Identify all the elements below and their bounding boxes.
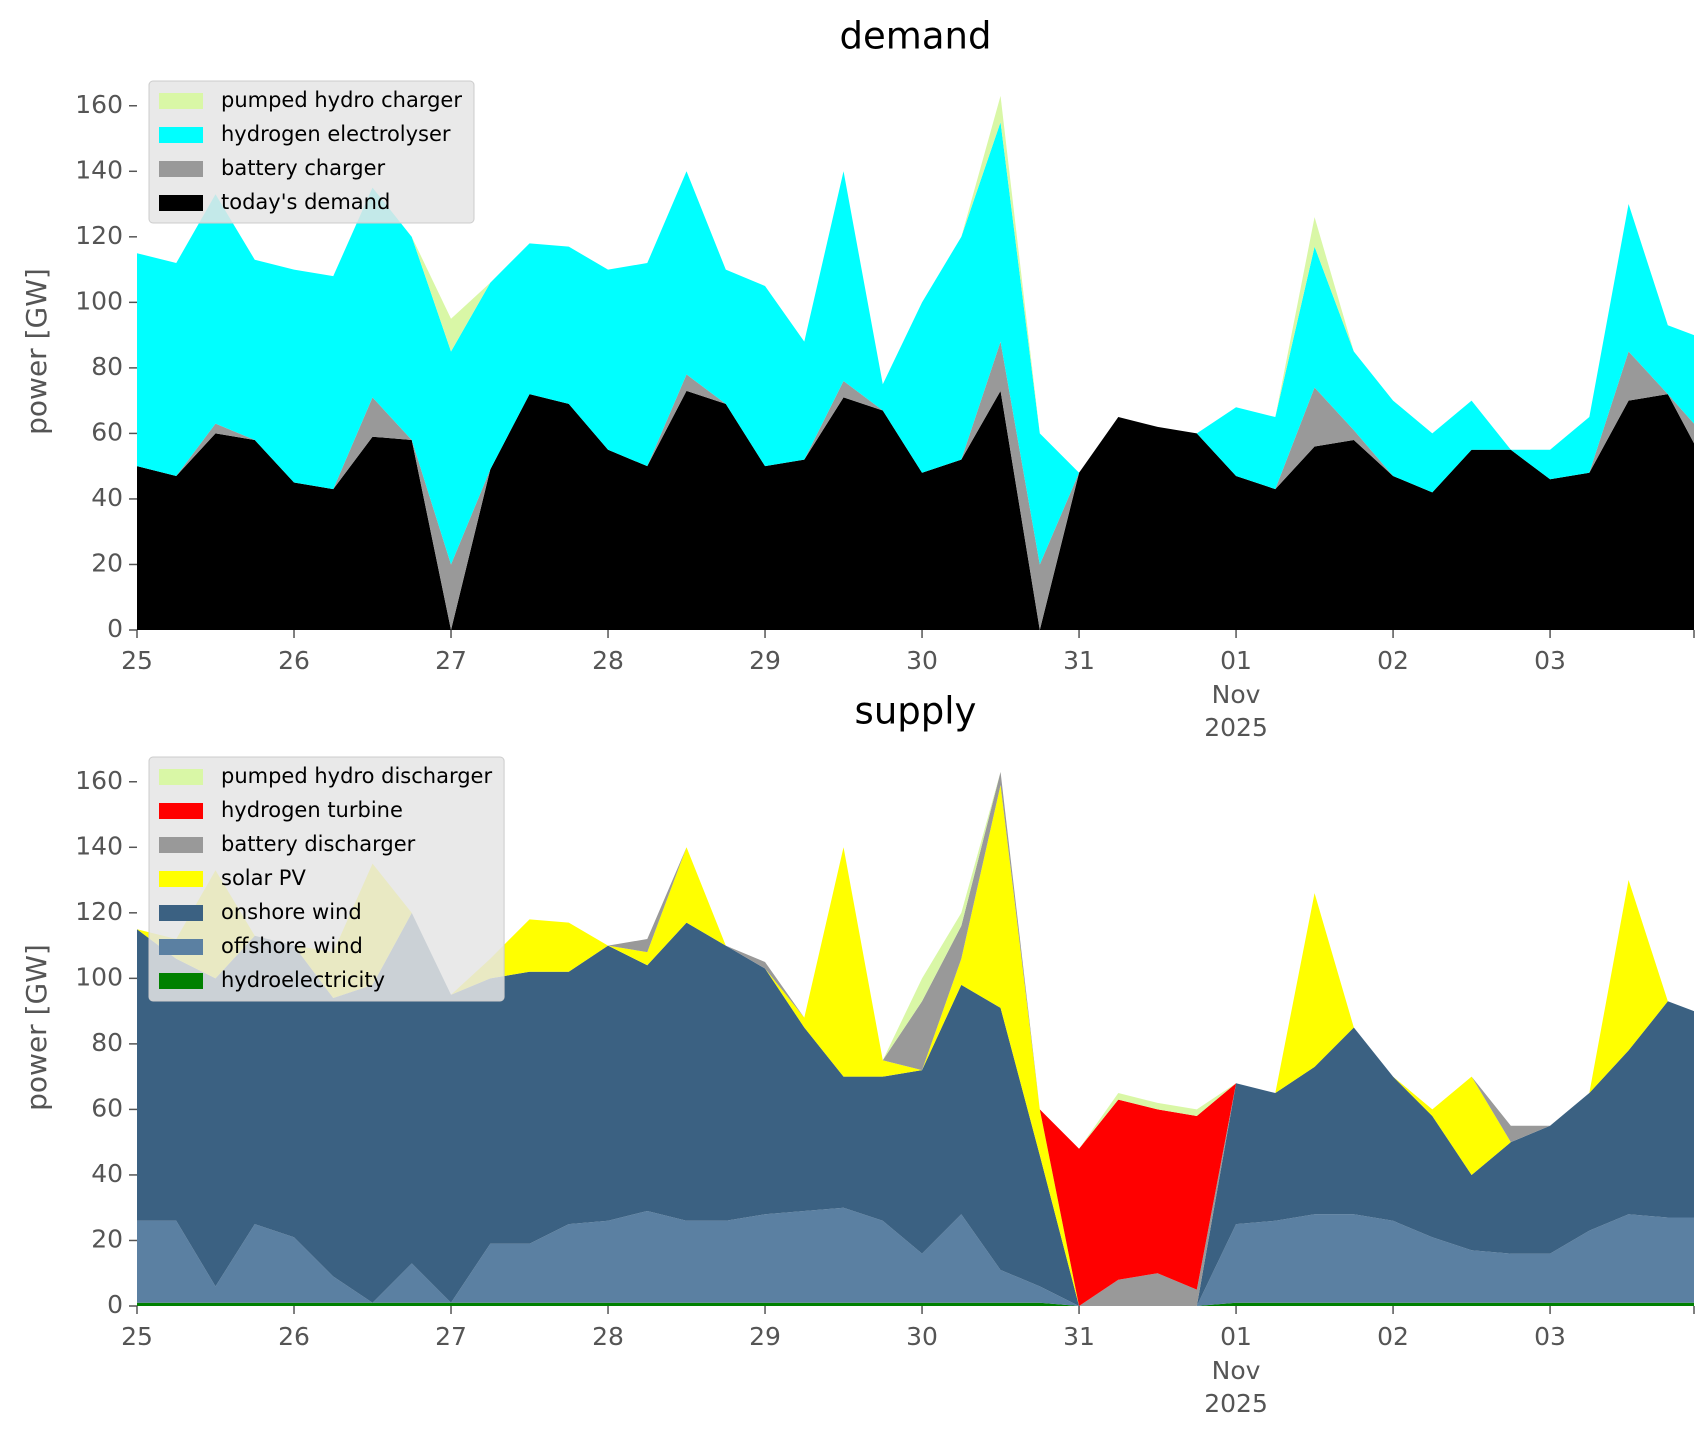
area	[137, 390, 1694, 630]
x-tick-label: 01	[1220, 1322, 1252, 1351]
x-tick-label: 29	[749, 646, 781, 675]
area	[137, 122, 1694, 565]
legend-label: battery charger	[221, 156, 386, 180]
legend-label: solar PV	[221, 866, 306, 890]
x-tick-label: 25	[121, 646, 153, 675]
legend-label: hydrogen electrolyser	[221, 122, 451, 146]
legend-swatch	[159, 905, 203, 921]
legend-swatch	[159, 837, 203, 853]
y-tick-label: 60	[91, 1093, 123, 1122]
legend-label: today's demand	[221, 190, 390, 214]
y-axis-label: power [GW]	[20, 944, 53, 1111]
x-tick-label: 02	[1377, 646, 1409, 675]
legend-label: hydroelectricity	[221, 968, 385, 992]
legend-swatch	[159, 161, 203, 177]
area	[137, 1207, 1694, 1306]
y-tick-label: 100	[75, 286, 123, 315]
x-tick-label: 29	[749, 1322, 781, 1351]
y-tick-label: 160	[75, 90, 123, 119]
area	[137, 1302, 1694, 1306]
x-tick-label: 26	[278, 1322, 310, 1351]
y-tick-label: 80	[91, 1028, 123, 1057]
y-tick-label: 0	[107, 1290, 123, 1319]
legend-label: onshore wind	[221, 900, 362, 924]
legend: pumped hydro discharger hydrogen turbine b…	[148, 756, 505, 1002]
chart-title: supply	[855, 690, 977, 733]
chart-title: demand	[840, 15, 992, 58]
legend-label: offshore wind	[221, 934, 363, 958]
y-tick-label: 100	[75, 962, 123, 991]
legend-swatch	[159, 939, 203, 955]
x-tick-label: 01	[1220, 646, 1252, 675]
area	[137, 341, 1694, 630]
legend-swatch	[159, 973, 203, 989]
y-tick-label: 160	[75, 766, 123, 795]
x-tick-label: 03	[1534, 1322, 1566, 1351]
x-tick-label: 02	[1377, 1322, 1409, 1351]
legend-label: battery discharger	[221, 832, 416, 856]
x-tick-label: 28	[592, 1322, 624, 1351]
x-tick-label: 03	[1534, 646, 1566, 675]
y-tick-label: 40	[91, 483, 123, 512]
y-axis-label: power [GW]	[20, 268, 53, 435]
y-tick-label: 140	[75, 831, 123, 860]
x-tick-label: 31	[1063, 1322, 1095, 1351]
x-tick-label: 27	[435, 646, 467, 675]
y-tick-label: 60	[91, 417, 123, 446]
y-tick-label: 120	[75, 897, 123, 926]
x-tick-label: 27	[435, 1322, 467, 1351]
legend-swatch	[159, 769, 203, 785]
y-tick-label: 80	[91, 352, 123, 381]
x-tick-sublabel: Nov	[1212, 680, 1261, 709]
x-tick-sublabel: Nov	[1212, 1356, 1261, 1385]
x-tick-sublabel: 2025	[1204, 1389, 1268, 1418]
y-tick-label: 20	[91, 548, 123, 577]
y-tick-label: 120	[75, 221, 123, 250]
x-tick-label: 25	[121, 1322, 153, 1351]
legend-label: pumped hydro discharger	[221, 764, 492, 788]
x-tick-label: 31	[1063, 646, 1095, 675]
legend-swatch	[159, 93, 203, 109]
y-tick-label: 0	[107, 614, 123, 643]
legend-box	[148, 80, 475, 224]
area	[137, 771, 1694, 1306]
y-tick-label: 20	[91, 1224, 123, 1253]
x-tick-label: 30	[906, 646, 938, 675]
x-tick-label: 30	[906, 1322, 938, 1351]
legend-label: pumped hydro charger	[221, 88, 462, 112]
legend: pumped hydro charger hydrogen electrolyse…	[148, 80, 475, 224]
legend-swatch	[159, 127, 203, 143]
y-tick-label: 40	[91, 1159, 123, 1188]
area	[137, 912, 1694, 1306]
x-tick-label: 26	[278, 646, 310, 675]
legend-box	[148, 756, 505, 1002]
legend-swatch	[159, 871, 203, 887]
x-tick-label: 28	[592, 646, 624, 675]
legend-swatch	[159, 803, 203, 819]
legend-label: hydrogen turbine	[221, 798, 403, 822]
x-tick-sublabel: 2025	[1204, 713, 1268, 742]
y-tick-label: 140	[75, 155, 123, 184]
legend-swatch	[159, 195, 203, 211]
